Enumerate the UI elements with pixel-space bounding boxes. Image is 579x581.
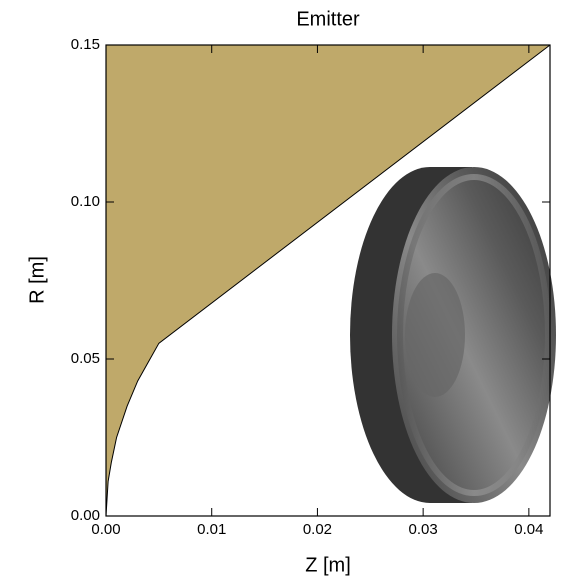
plot-frame — [105, 44, 551, 517]
plot-area — [105, 44, 551, 517]
y-tick-label: 0.10 — [71, 193, 100, 210]
cylinder-rim — [397, 174, 551, 496]
x-tick-label: 0.02 — [303, 521, 332, 538]
x-tick-label: 0.01 — [197, 521, 226, 538]
x-tick-label: 0.00 — [91, 521, 120, 538]
y-tick-label: 0.00 — [71, 507, 100, 524]
area-fill — [106, 45, 550, 516]
cylinder-face — [392, 167, 556, 503]
y-axis-label: R [m] — [26, 256, 48, 304]
cylinder-hub — [405, 273, 465, 397]
boundary-line — [105, 44, 551, 517]
x-tick-label: 0.03 — [409, 521, 438, 538]
x-tick-label: 0.04 — [514, 521, 543, 538]
x-axis-label: Z [m] — [305, 554, 351, 576]
cylinder-image — [350, 167, 556, 503]
y-tick-label: 0.05 — [71, 350, 100, 367]
chart-title: Emitter — [296, 8, 360, 30]
y-tick-label: 0.15 — [71, 36, 100, 53]
